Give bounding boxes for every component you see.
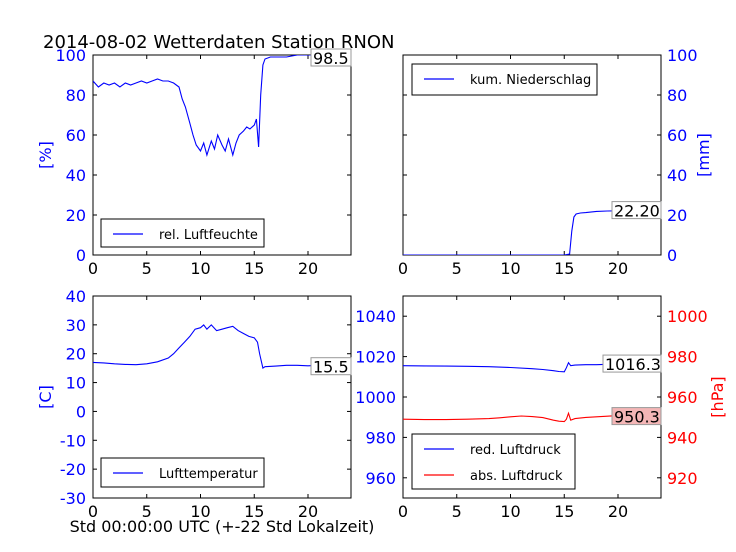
y-tick-label: 30 [66, 316, 86, 335]
y2-tick-label: 960 [667, 388, 698, 407]
y-tick-label: 100 [55, 46, 86, 65]
legend-label: Lufttemperatur [159, 467, 258, 482]
last-value-annotation: 98.5 [313, 49, 349, 68]
legend-humidity: rel. Luftfeuchte [100, 218, 265, 248]
annotation-box [611, 201, 662, 220]
panel-humidity: 0 5 10 15 20 0 20 40 60 80 100 [%] 98.5 rel. Luftfeuc… [36, 46, 352, 278]
x-tick-label: 15 [244, 259, 264, 278]
y-tick-label: 60 [66, 126, 86, 145]
y-tick-label: -30 [60, 489, 86, 508]
y-tick-label: 20 [66, 345, 86, 364]
y-tick-label: 20 [667, 206, 687, 225]
y2-tick-label: 1000 [667, 307, 708, 326]
y2-axis-label: [hPa] [708, 376, 727, 417]
last-value-annotation: 950.3 [614, 408, 660, 427]
x-tick-label: 5 [452, 259, 462, 278]
legend-label: red. Luftdruck [470, 443, 561, 458]
y-tick-label: 40 [66, 287, 86, 306]
y-tick-label: 980 [365, 428, 396, 447]
x-tick-label: 0 [88, 502, 98, 521]
y-tick-label: 1000 [355, 388, 396, 407]
x-axis-label: Std 00:00:00 UTC (+-22 Std Lokalzeit) [70, 517, 375, 536]
y2-tick-label: 980 [667, 348, 698, 367]
y-axis-label: [%] [36, 141, 55, 169]
legend-pressure: red. Luftdruck abs. Luftdruck [411, 433, 576, 490]
last-value-annotation: 15.5 [313, 358, 349, 377]
x-tick-label: 20 [298, 502, 318, 521]
x-tick-label: 20 [608, 502, 628, 521]
legend-temperature: Lufttemperatur [100, 457, 265, 488]
legend-box [100, 218, 265, 248]
y-tick-label: 80 [667, 86, 687, 105]
x-tick-label: 15 [244, 502, 264, 521]
x-tick-label: 10 [190, 502, 210, 521]
panel-temperature: 0 5 10 15 20 -30 -20 -10 0 10 20 30 40 [C] 15.5 Lufttem… [36, 287, 352, 521]
x-tick-label: 0 [88, 259, 98, 278]
last-value-annotation: 22.20 [614, 202, 660, 221]
x-tick-label: 5 [142, 259, 152, 278]
y2-tick-label: 920 [667, 469, 698, 488]
plot-frame [92, 54, 352, 256]
plot-frame [92, 295, 352, 499]
x-tick-label: 10 [500, 502, 520, 521]
y2-tick-label: 940 [667, 428, 698, 447]
legend-box [411, 63, 598, 96]
legend-precip: kum. Niederschlag [411, 63, 598, 96]
y-tick-label: 80 [66, 86, 86, 105]
y-tick-label: 20 [66, 206, 86, 225]
series-line-humidity-0 [93, 55, 351, 158]
y-tick-label: -20 [60, 460, 86, 479]
y-tick-label: 10 [66, 374, 86, 393]
x-tick-label: 15 [554, 502, 574, 521]
figure-title: 2014-08-02 Wetterdaten Station RNON [43, 32, 394, 53]
legend-label: rel. Luftfeuchte [159, 228, 258, 243]
last-value-annotation: 1016.3 [605, 355, 661, 374]
panel-pressure: 0 5 10 15 20 960 980 1000 1020 1040 920 940 960 980 10… [355, 295, 727, 521]
y-tick-label: -10 [60, 431, 86, 450]
x-tick-label: 0 [398, 259, 408, 278]
y-tick-label: 1020 [355, 348, 396, 367]
annotation-box [310, 357, 352, 376]
x-tick-label: 5 [142, 502, 152, 521]
y-tick-label: 60 [667, 126, 687, 145]
y-tick-label: 0 [76, 246, 86, 265]
legend-label: abs. Luftdruck [470, 469, 563, 484]
annotation-box [310, 48, 352, 67]
y-axis-label: [mm] [694, 133, 713, 177]
legend-box [411, 433, 576, 490]
annotation-box [602, 354, 662, 373]
y-tick-label: 40 [667, 166, 687, 185]
y-tick-label: 0 [76, 402, 86, 421]
y-tick-label: 0 [667, 246, 677, 265]
y-axis-label: [C] [36, 385, 55, 409]
x-tick-label: 20 [298, 259, 318, 278]
legend-label: kum. Niederschlag [470, 73, 591, 88]
series-line-temperature-0 [93, 324, 351, 369]
y-tick-label: 1040 [355, 307, 396, 326]
y-tick-label: 960 [365, 469, 396, 488]
y-tick-label: 40 [66, 166, 86, 185]
x-tick-label: 0 [398, 502, 408, 521]
panel-precip: 0 5 10 15 20 0 20 40 60 80 100 [mm] 22.20 kum. Nieder… [398, 46, 713, 278]
x-tick-label: 5 [452, 502, 462, 521]
y-tick-label: 100 [667, 46, 698, 65]
x-tick-label: 10 [190, 259, 210, 278]
annotation-box [611, 407, 662, 426]
x-tick-label: 10 [500, 259, 520, 278]
x-tick-label: 20 [608, 259, 628, 278]
x-tick-label: 15 [554, 259, 574, 278]
